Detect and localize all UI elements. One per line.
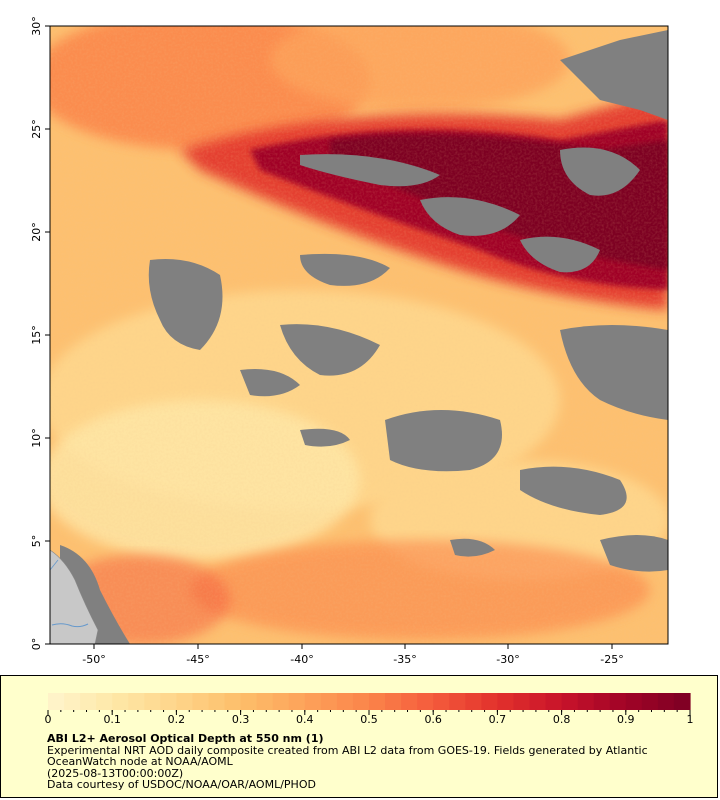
- colorbar-swatch: [144, 693, 161, 710]
- colorbar-swatch: [160, 693, 177, 710]
- lat-tick-label: 25°: [30, 119, 43, 139]
- lon-tick-label: -40°: [290, 653, 313, 666]
- colorbar-swatch: [224, 693, 242, 710]
- colorbar-tick-label: 1: [687, 713, 694, 726]
- colorbar-tick-label: 0.9: [617, 713, 635, 726]
- longitude-axis: -50° -45° -40° -35° -30° -25°: [82, 644, 624, 666]
- legend-panel: 0 0.1 0.2 0.3 0.4 0.5 0.6 0.7 0.8 0.9 1: [0, 675, 718, 798]
- lon-tick-label: -50°: [82, 653, 105, 666]
- no-data-regions: [60, 30, 668, 644]
- colorbar-swatch: [96, 693, 113, 710]
- lon-tick-label: -25°: [600, 653, 623, 666]
- colorbar-swatch: [48, 693, 65, 710]
- latitude-axis: 0° 5° 10° 15° 20° 25° 30°: [30, 16, 50, 650]
- colorbar-swatches: [48, 693, 691, 710]
- colorbar-swatch: [657, 693, 675, 710]
- legend-credit: Data courtesy of USDOC/NOAA/OAR/AOML/PHO…: [47, 778, 316, 791]
- colorbar-swatch: [561, 693, 579, 710]
- map-field: [50, 26, 668, 644]
- colorbar-swatch: [112, 693, 129, 710]
- colorbar-swatch: [385, 693, 402, 710]
- colorbar-swatch: [449, 693, 466, 710]
- colorbar-tick-label: 0: [45, 713, 52, 726]
- lon-tick-label: -30°: [496, 653, 519, 666]
- colorbar-swatch: [208, 693, 226, 710]
- legend-text-block: ABI L2+ Aerosol Optical Depth at 550 nm …: [47, 733, 707, 791]
- colorbar-swatch: [481, 693, 498, 710]
- colorbar-swatch: [240, 693, 258, 710]
- lat-tick-label: 30°: [30, 16, 43, 36]
- colorbar-swatch: [272, 693, 290, 710]
- colorbar-swatch: [433, 693, 450, 710]
- river-line: [51, 623, 89, 628]
- colorbar-swatch: [673, 693, 691, 710]
- colorbar-tick-label: 0.4: [296, 713, 314, 726]
- colorbar-swatch: [513, 693, 531, 710]
- colorbar-tick-label: 0.8: [553, 713, 571, 726]
- lon-tick-label: -35°: [393, 653, 416, 666]
- colorbar-swatch: [577, 693, 595, 710]
- colorbar-swatch: [352, 693, 370, 710]
- colorbar-tick-label: 0.1: [103, 713, 121, 726]
- colorbar-swatch: [465, 693, 482, 710]
- lat-tick-label: 5°: [30, 535, 43, 548]
- map-panel: -50° -45° -40° -35° -30° -25° 0° 5° 10° 15° 20° 25…: [30, 16, 669, 666]
- colorbar-swatch: [497, 693, 515, 710]
- lat-tick-label: 0°: [30, 638, 43, 651]
- colorbar-swatch: [336, 693, 354, 710]
- colorbar-swatch: [609, 693, 627, 710]
- lat-tick-label: 20°: [30, 222, 43, 242]
- colorbar-swatch: [80, 693, 97, 710]
- colorbar-swatch: [625, 693, 643, 710]
- colorbar-swatch: [369, 693, 386, 710]
- lat-tick-label: 10°: [30, 428, 43, 448]
- colorbar-swatch: [593, 693, 611, 710]
- colorbar-tick-label: 0.2: [168, 713, 186, 726]
- colorbar-swatch: [192, 693, 210, 710]
- colorbar-swatch: [641, 693, 659, 710]
- colorbar-swatch: [176, 693, 194, 710]
- legend-title: ABI L2+ Aerosol Optical Depth at 550 nm …: [47, 732, 324, 745]
- legend-date: (2025-08-13T00:00:00Z): [47, 766, 184, 780]
- lat-tick-label: 15°: [30, 325, 43, 345]
- colorbar-tick-label: 0.6: [424, 713, 442, 726]
- colorbar-tick-label: 0.3: [232, 713, 250, 726]
- lon-tick-label: -45°: [186, 653, 209, 666]
- colorbar-swatch: [288, 693, 306, 710]
- aod-map: -50° -45° -40° -35° -30° -25° 0° 5° 10° 15° 20° 25…: [30, 16, 669, 666]
- colorbar-ticks: 0 0.1 0.2 0.3 0.4 0.5 0.6 0.7 0.8 0.9 1: [45, 710, 694, 726]
- colorbar-swatch: [256, 693, 274, 710]
- colorbar-swatch: [401, 693, 418, 710]
- colorbar-tick-label: 0.5: [360, 713, 378, 726]
- land-area: [50, 549, 99, 644]
- colorbar: 0 0.1 0.2 0.3 0.4 0.5 0.6 0.7 0.8 0.9 1: [45, 693, 694, 726]
- colorbar-swatch: [304, 693, 322, 710]
- colorbar-swatch: [529, 693, 547, 710]
- legend-description: Experimental NRT AOD daily composite cre…: [47, 743, 648, 768]
- colorbar-swatch: [64, 693, 81, 710]
- colorbar-swatch: [545, 693, 563, 710]
- colorbar-swatch: [320, 693, 338, 710]
- colorbar-swatch: [417, 693, 434, 710]
- colorbar-tick-label: 0.7: [489, 713, 507, 726]
- colorbar-swatch: [128, 693, 145, 710]
